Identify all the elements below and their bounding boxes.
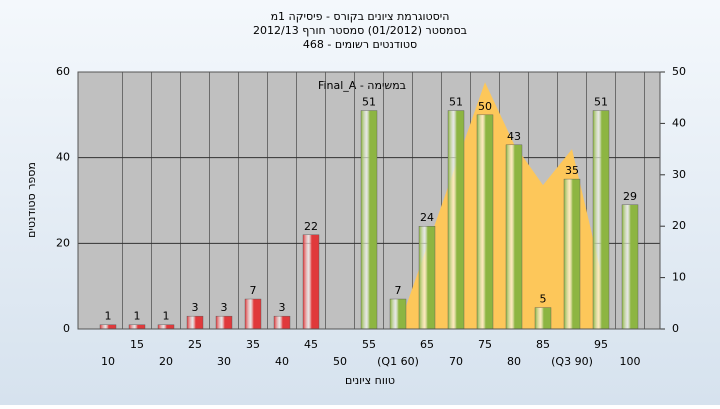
bar [418, 225, 436, 330]
y2-tick-label: 20 [672, 219, 686, 232]
bar [621, 204, 639, 330]
bar [505, 144, 523, 330]
value-label: 51 [449, 96, 463, 109]
x-tick-label: 95 [594, 338, 608, 351]
title-line: סטודנטים רשומים - 468 [303, 38, 417, 51]
x-tick-label: 15 [130, 338, 144, 351]
x-tick-label: 55 [362, 338, 376, 351]
x-tick-label: 65 [420, 338, 434, 351]
x-tick-label: 75 [478, 338, 492, 351]
x-tick-label: 100 [620, 355, 641, 368]
x-tick-label: 20 [159, 355, 173, 368]
bar [389, 298, 407, 330]
value-label: 29 [623, 190, 637, 203]
value-label: 1 [134, 310, 141, 323]
value-label: 5 [540, 293, 547, 306]
x-tick-label: 45 [304, 338, 318, 351]
value-label: 35 [565, 164, 579, 177]
x-tick-label: 80 [507, 355, 521, 368]
value-label: 22 [304, 220, 318, 233]
y2-tick-label: 40 [672, 116, 686, 129]
value-label: 3 [192, 301, 199, 314]
bar [592, 110, 610, 330]
title-line: היסטוגרמת ציונים בקורס - פיסיקה 1מ [271, 10, 450, 23]
y2-tick-label: 0 [672, 322, 679, 335]
y2-tick-label: 10 [672, 271, 686, 284]
y-tick-label: 20 [56, 236, 70, 249]
title-line: בסמסטר (01/2012) סמסטר חורף 2012/13 [253, 24, 467, 37]
x-tick-label: 35 [246, 338, 260, 351]
bar [244, 298, 262, 330]
x-tick-label: 25 [188, 338, 202, 351]
value-label: 43 [507, 130, 521, 143]
value-label: 24 [420, 211, 434, 224]
bar [534, 307, 552, 330]
x-tick-label: (Q3 90) [551, 355, 593, 368]
x-tick-label: 40 [275, 355, 289, 368]
y2-tick-label: 50 [672, 65, 686, 78]
y-axis-label: מספר סטודנטים [25, 162, 38, 238]
value-label: 3 [279, 301, 286, 314]
value-label: 1 [105, 310, 112, 323]
bar [186, 315, 204, 330]
bar [157, 324, 175, 330]
bar [273, 315, 291, 330]
x-tick-label: 85 [536, 338, 550, 351]
value-label: 51 [362, 96, 376, 109]
x-tick-label: (Q1 60) [377, 355, 419, 368]
bar [99, 324, 117, 330]
x-tick-label: 10 [101, 355, 115, 368]
value-label: 50 [478, 100, 492, 113]
y-tick-label: 0 [63, 322, 70, 335]
y-tick-label: 60 [56, 65, 70, 78]
x-tick-label: 50 [333, 355, 347, 368]
bar [128, 324, 146, 330]
y-tick-label: 40 [56, 151, 70, 164]
y2-tick-label: 30 [672, 168, 686, 181]
bar [563, 178, 581, 330]
x-tick-label: 70 [449, 355, 463, 368]
x-tick-label: 30 [217, 355, 231, 368]
bar [360, 110, 378, 330]
value-label: 1 [163, 310, 170, 323]
x-axis-label: טווח ציונים [345, 374, 395, 387]
annotation: Final_A - במשימה [318, 79, 406, 92]
value-label: 7 [250, 284, 257, 297]
value-label: 51 [594, 96, 608, 109]
value-label: 3 [221, 301, 228, 314]
bar [447, 110, 465, 330]
bar [302, 234, 320, 330]
plot-border [77, 71, 661, 330]
value-label: 7 [395, 284, 402, 297]
bar [476, 114, 494, 330]
bar [215, 315, 233, 330]
